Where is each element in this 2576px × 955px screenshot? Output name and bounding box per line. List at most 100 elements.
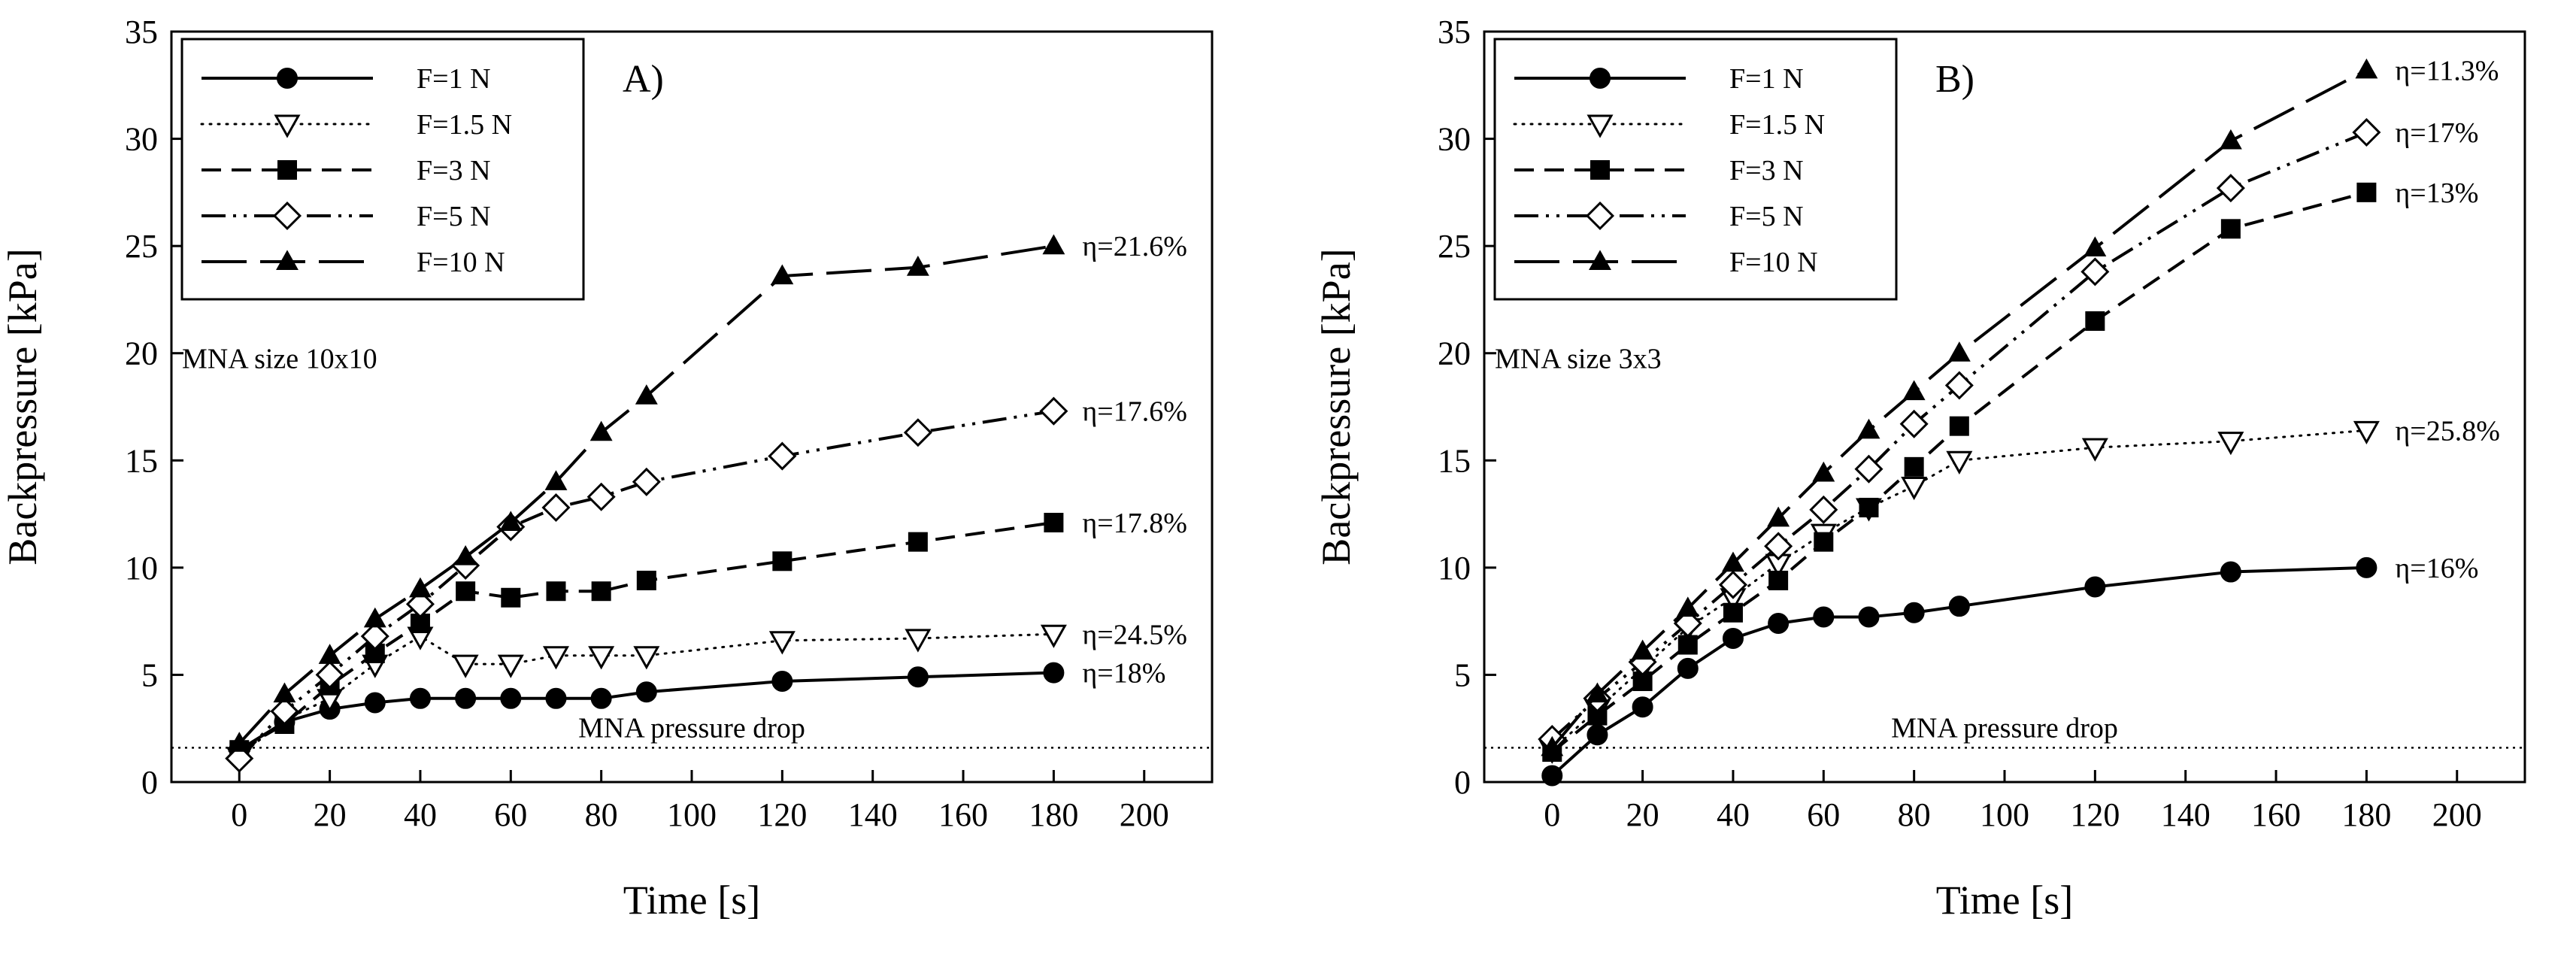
data-point xyxy=(589,420,613,441)
data-point xyxy=(1859,498,1879,518)
data-point xyxy=(2085,311,2105,331)
x-axis-label: Time [s] xyxy=(623,878,761,923)
y-tick-label: 5 xyxy=(141,656,158,693)
legend-entry: F=10 N xyxy=(1514,247,1818,278)
y-tick-label: 5 xyxy=(1454,656,1471,693)
x-tick-label: 120 xyxy=(2070,796,2120,833)
data-point xyxy=(636,570,656,590)
data-point xyxy=(1854,454,1884,484)
x-axis-label: Time [s] xyxy=(1936,878,2074,923)
data-point xyxy=(1042,234,1065,255)
data-point xyxy=(1676,596,1699,617)
x-tick-label: 0 xyxy=(231,796,247,833)
data-point xyxy=(456,581,476,602)
data-point xyxy=(1812,461,1835,482)
data-point xyxy=(545,687,567,709)
legend-swatch-marker xyxy=(1590,68,1611,89)
data-point xyxy=(273,682,296,703)
x-tick-label: 60 xyxy=(494,796,527,833)
data-point xyxy=(1944,371,1974,400)
x-tick-label: 180 xyxy=(1029,796,1078,833)
data-point xyxy=(1040,624,1067,648)
data-point xyxy=(1043,662,1065,684)
data-point xyxy=(1039,396,1068,426)
y-tick-label: 35 xyxy=(1438,14,1471,50)
data-point xyxy=(497,654,524,678)
legend-entry: F=3 N xyxy=(1514,155,1804,186)
legend-label: F=5 N xyxy=(1729,201,1804,232)
size-annotation: MNA size 10x10 xyxy=(182,344,377,375)
data-point xyxy=(225,744,254,773)
x-tick-label: 40 xyxy=(404,796,437,833)
data-point xyxy=(906,256,929,276)
data-point xyxy=(586,482,616,511)
legend-label: F=3 N xyxy=(417,155,491,186)
data-point xyxy=(364,692,386,714)
data-point xyxy=(905,629,932,653)
data-point xyxy=(1723,602,1743,623)
x-tick-label: 140 xyxy=(2161,796,2211,833)
legend-entry: F=1 N xyxy=(1514,63,1804,95)
y-tick-label: 0 xyxy=(141,764,158,801)
legend-swatch-marker xyxy=(1589,250,1611,271)
data-point xyxy=(2080,257,2110,286)
series-end-label: η=24.5% xyxy=(1082,619,1186,650)
data-point xyxy=(1901,476,1928,501)
series-end-label: η=11.3% xyxy=(2395,55,2499,86)
data-point xyxy=(1899,409,1929,438)
data-point xyxy=(499,511,523,532)
data-point xyxy=(455,687,477,709)
series-end-label: η=16% xyxy=(2395,553,2478,584)
panel-label: A) xyxy=(623,58,664,101)
series-f-3-n: η=17.8% xyxy=(229,508,1187,760)
legend-entry: F=1.5 N xyxy=(200,109,512,141)
x-tick-label: 80 xyxy=(585,796,618,833)
legend-swatch-marker xyxy=(274,114,301,138)
data-point xyxy=(635,681,657,703)
data-point xyxy=(1673,608,1702,638)
y-tick-label: 10 xyxy=(125,550,158,587)
legend-entry: F=5 N xyxy=(1514,201,1804,232)
legend-entry: F=3 N xyxy=(202,155,491,186)
series-line xyxy=(1550,429,2368,751)
data-point xyxy=(405,590,435,619)
data-point xyxy=(1768,612,1790,634)
data-point xyxy=(409,687,431,709)
legend-swatch-marker xyxy=(1585,201,1615,231)
reference-line-label: MNA pressure drop xyxy=(1891,712,2118,744)
data-point xyxy=(542,646,569,670)
legend-label: F=1.5 N xyxy=(1729,109,1825,141)
data-point xyxy=(544,470,568,490)
data-point xyxy=(500,687,522,709)
data-point xyxy=(1857,418,1880,439)
legend-label: F=1 N xyxy=(1729,63,1804,95)
data-point xyxy=(2081,438,2108,462)
data-point xyxy=(270,696,299,726)
data-point xyxy=(633,646,660,670)
series-f-10-n: η=11.3% xyxy=(1541,55,2499,756)
series-f-1-5-n: η=25.8% xyxy=(1538,415,2500,764)
data-point xyxy=(2220,219,2241,239)
data-point xyxy=(591,581,611,602)
x-tick-label: 40 xyxy=(1717,796,1750,833)
series-end-label: η=17% xyxy=(2395,117,2478,149)
series-end-label: η=17.6% xyxy=(1082,396,1186,428)
legend: F=1 N F=1.5 N F=3 N F=5 N F=10 N xyxy=(1493,38,1898,301)
data-point xyxy=(363,607,386,628)
data-point xyxy=(1809,495,1838,524)
data-point xyxy=(1904,456,1924,477)
data-point xyxy=(1541,735,1564,756)
y-tick-label: 20 xyxy=(125,335,158,372)
data-point xyxy=(908,532,928,552)
data-point xyxy=(315,660,344,690)
x-tick-label: 100 xyxy=(667,796,717,833)
data-point xyxy=(2217,432,2244,456)
series-f-1-n: η=16% xyxy=(1541,553,2478,787)
data-point xyxy=(772,551,792,571)
data-point xyxy=(768,441,797,471)
y-tick-label: 25 xyxy=(125,228,158,265)
x-tick-label: 60 xyxy=(1807,796,1840,833)
x-tick-label: 140 xyxy=(848,796,898,833)
y-tick-label: 25 xyxy=(1438,228,1471,265)
